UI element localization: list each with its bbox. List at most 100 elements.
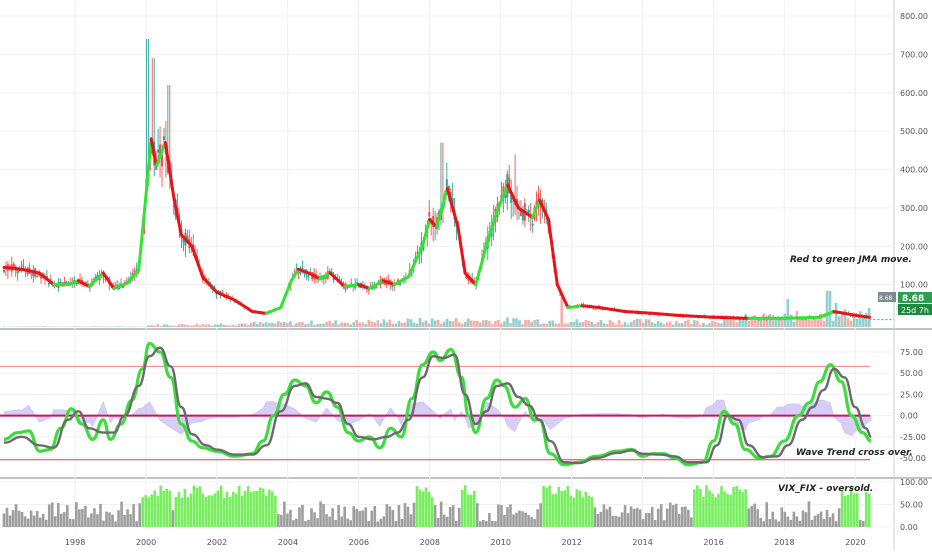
volume-bar — [551, 321, 554, 327]
volume-bar — [464, 322, 467, 327]
volume-bar — [434, 321, 437, 327]
vix-bar — [503, 515, 506, 527]
vix-bar — [545, 488, 548, 527]
volume-bar — [660, 323, 663, 327]
vix-bar — [78, 509, 81, 527]
volume-bar — [337, 324, 340, 327]
candle-body — [48, 283, 50, 284]
volume-bar — [292, 325, 295, 327]
vix-bar — [865, 492, 868, 527]
volume-bar — [687, 320, 690, 327]
vix-bar — [199, 486, 202, 527]
vix-bar — [657, 509, 660, 527]
volume-bar — [711, 321, 714, 327]
vix-bar — [717, 494, 720, 527]
vix-bar — [645, 513, 648, 527]
volume-bar — [223, 325, 226, 327]
vix-bar — [434, 505, 437, 527]
volume-bar — [600, 320, 603, 327]
vix-bar — [467, 494, 470, 527]
vix-bar — [235, 493, 238, 527]
vix-bar — [286, 514, 289, 527]
volume-bar — [428, 323, 431, 327]
volume-bar — [823, 321, 826, 327]
volume-bar — [286, 323, 289, 327]
vix-bar — [774, 519, 777, 527]
volume-bar — [413, 323, 416, 327]
volume-bar — [702, 323, 705, 327]
volume-bar — [93, 326, 96, 327]
vix-bar — [413, 503, 416, 527]
volume-bar — [681, 323, 684, 327]
price-annotation: Red to green JMA move. — [790, 255, 912, 265]
candle-body — [391, 286, 393, 287]
jma-segment — [625, 311, 653, 313]
vix-bar — [328, 517, 331, 527]
volume-bar — [398, 321, 401, 327]
vix-bar — [298, 507, 301, 527]
volume-bar — [491, 324, 494, 327]
volume-bar — [699, 324, 702, 327]
volume-bar — [449, 321, 452, 327]
candle-body — [30, 275, 32, 276]
vix-bar — [377, 522, 380, 527]
vix-bar — [563, 490, 566, 527]
vix-bar — [380, 519, 383, 527]
candle-body — [376, 287, 378, 288]
vix-bar — [512, 515, 515, 527]
volume-bar — [21, 326, 24, 327]
vix-bar — [18, 511, 21, 527]
vix-bar — [491, 521, 494, 527]
vix-bar — [521, 511, 524, 527]
wt-axis-tick-label: -25.00 — [900, 433, 926, 442]
vix-bar — [823, 519, 826, 527]
vix-bar — [395, 521, 398, 527]
vix-bar — [262, 489, 265, 527]
vix-bar — [111, 515, 114, 527]
vix-bar — [84, 506, 87, 527]
vix-bar — [660, 504, 663, 527]
vix-bar — [663, 520, 666, 527]
volume-bar — [172, 326, 175, 327]
vix-bar — [172, 510, 175, 527]
vix-bar — [500, 505, 503, 527]
vix-bar — [461, 490, 464, 527]
vix-bar — [265, 496, 268, 527]
vix-bar — [283, 502, 286, 527]
vix-bar — [12, 510, 15, 527]
vix-bar — [271, 491, 274, 527]
vix-bar — [193, 486, 196, 527]
volume-bar — [627, 324, 630, 327]
price-axis-tick-label: 700.00 — [900, 50, 928, 59]
vix-bar — [585, 492, 588, 527]
volume-bar — [557, 324, 560, 327]
volume-bar — [500, 324, 503, 327]
vix-bar — [729, 495, 732, 527]
vix-bar — [756, 509, 759, 527]
vix-bar — [30, 511, 33, 527]
x-axis-tick-label: 2002 — [207, 538, 227, 547]
jma-segment — [344, 285, 358, 287]
jma-segment — [252, 311, 266, 313]
volume-bar — [78, 326, 81, 327]
volume-bar — [485, 320, 488, 327]
vix-bar — [443, 515, 446, 527]
volume-bar — [217, 325, 220, 327]
volume-bar — [560, 297, 563, 327]
volume-bar — [374, 323, 377, 327]
vix-bar — [759, 518, 762, 527]
vix-bar — [765, 502, 768, 527]
vix-bar — [817, 514, 820, 527]
volume-bar — [298, 322, 301, 327]
vix-bar — [446, 517, 449, 527]
volume-bar — [404, 322, 407, 327]
candle-body — [383, 283, 385, 284]
volume-bar — [542, 323, 545, 327]
volume-bar — [545, 324, 548, 327]
volume-bar — [576, 319, 579, 327]
volume-bar — [458, 322, 461, 327]
vix-bar — [87, 517, 90, 527]
vix-bar — [99, 504, 102, 527]
vix-bar — [9, 516, 12, 527]
vix-bar — [313, 512, 316, 527]
